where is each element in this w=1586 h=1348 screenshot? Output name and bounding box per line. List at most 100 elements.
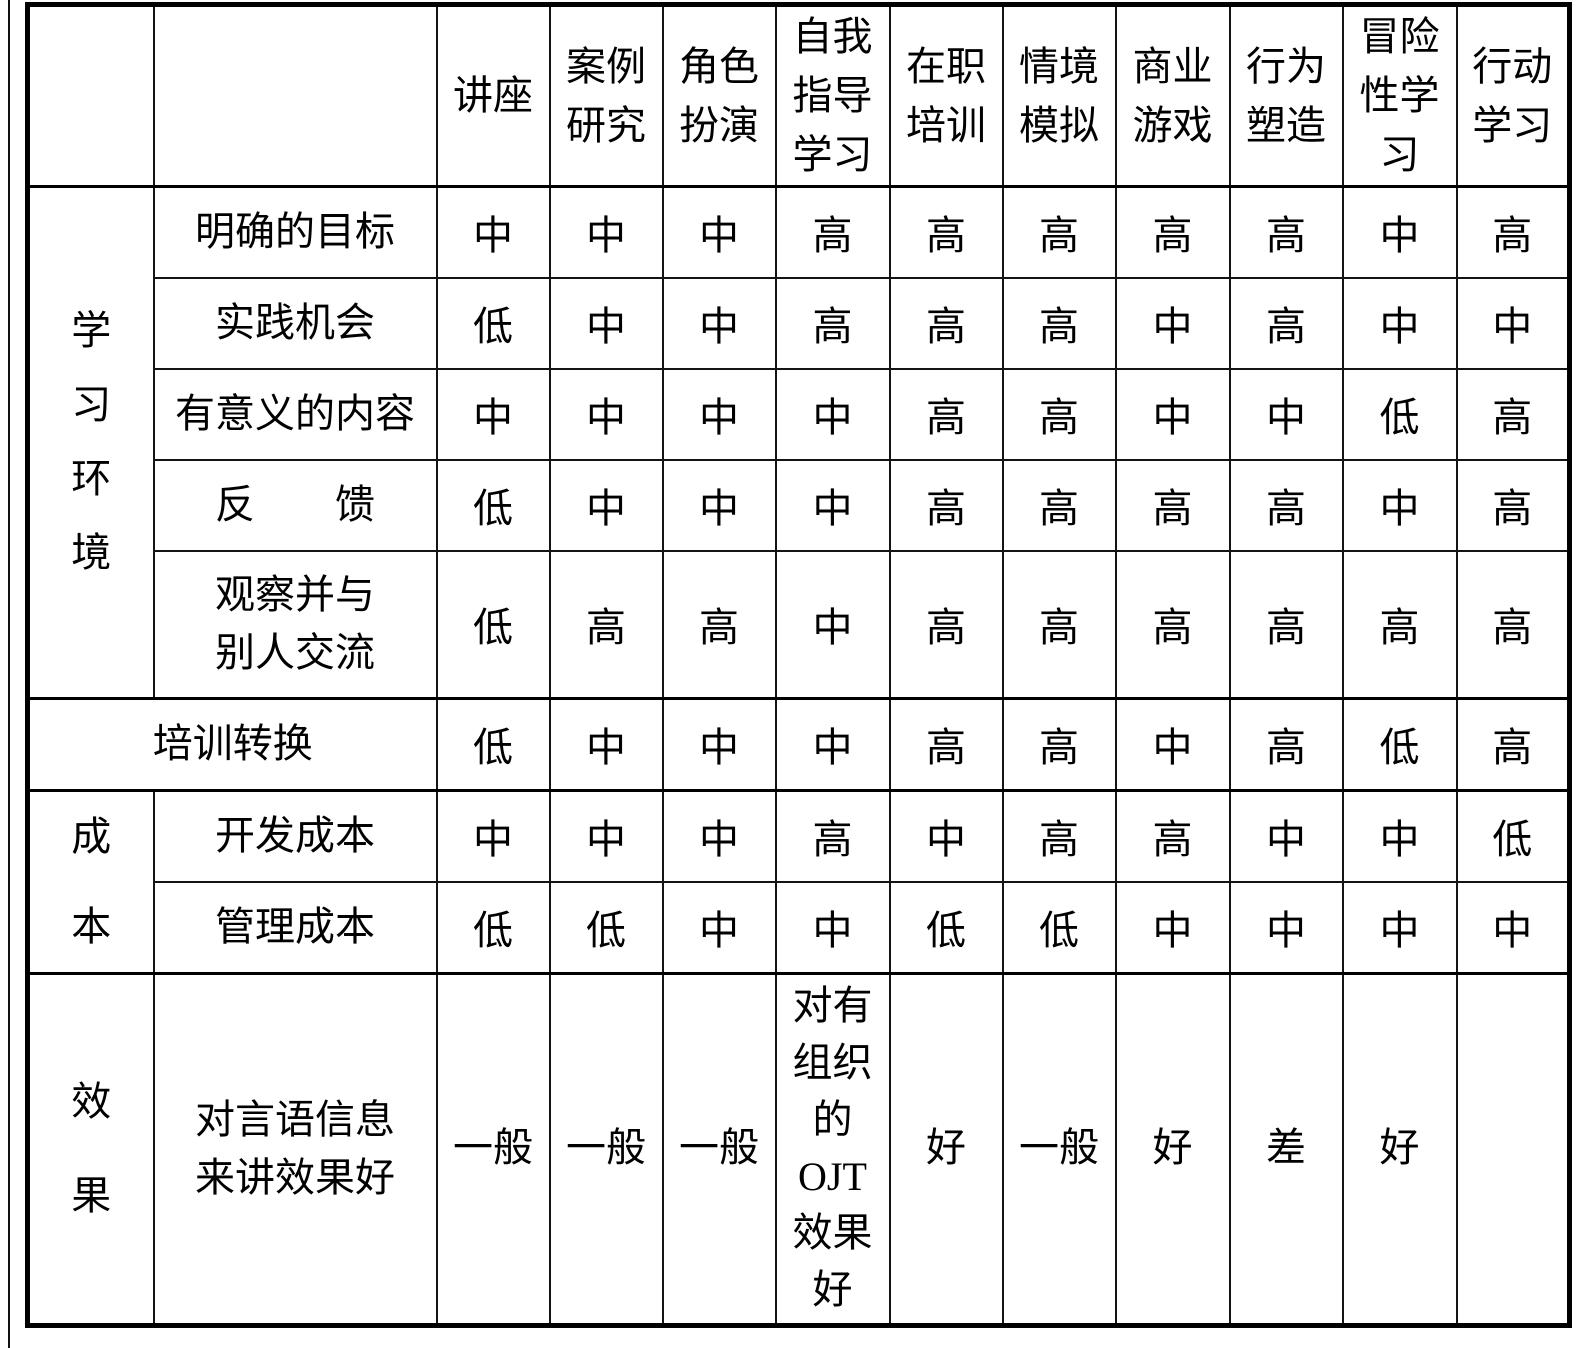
table-cell: 高 [888,184,1004,279]
table-cell: 中 [1341,184,1458,279]
table-cell: 高 [888,549,1004,700]
table-cell: 高 [1114,549,1231,700]
page-edge-line [8,0,10,1348]
table-cell: 高 [888,458,1004,552]
column-header-self-directed: 自我 指导 学习 [774,3,891,188]
row-label-clear-goal: 明确的目标 [152,184,438,279]
table-cell: 低 [1341,696,1458,792]
table-cell: 低 [435,880,551,975]
table-cell: 中 [661,788,777,883]
table-cell: 高 [1114,184,1231,279]
row-label-verbal-information: 对言语信息 来讲效果好 [152,971,438,1327]
table-cell: 高 [1228,184,1344,279]
column-header-ojt: 在职 培训 [888,3,1004,188]
group-label-text: 效果 [71,1078,112,1218]
table-cell: 一般 [1001,971,1117,1327]
table-cell: 好 [1341,971,1458,1327]
table-cell: 高 [1455,696,1571,792]
table-row: 实践机会 低 中 中 高 高 高 中 高 中 中 [28,276,1571,370]
table-cell: 高 [1228,696,1344,792]
table-cell: 中 [1114,367,1231,461]
table-cell: 高 [888,696,1004,792]
header-row: 讲座 案例 研究 角色 扮演 自我 指导 学习 在职 培训 情境 模拟 商业 游… [26,3,1571,188]
table-cell: 中 [548,367,664,461]
table-cell: 中 [661,696,777,792]
table-row: 反 馈 低 中 中 中 高 高 高 高 中 高 [28,458,1571,552]
table-cell: 中 [1455,880,1571,975]
table-cell: 中 [1114,276,1231,370]
group-label-effect: 效果 [26,971,155,1327]
table-cell: 中 [661,880,777,975]
column-header-behavior-modeling: 行为 塑造 [1228,3,1344,188]
table-cell: 高 [1228,276,1344,370]
table-cell: 高 [1455,184,1571,279]
column-header-business-game: 商业 游戏 [1114,3,1231,188]
table-cell: 中 [548,276,664,370]
table-cell: 高 [1001,788,1117,883]
table-cell: 高 [1114,788,1231,883]
table-cell: 高 [888,367,1004,461]
group-label-text: 成本 [71,813,112,949]
table-cell: 低 [888,880,1004,975]
table-row: 有意义的内容 中 中 中 中 高 高 中 中 低 高 [28,367,1571,461]
table-cell: 中 [435,184,551,279]
table-row: 培训转换 低 中 中 中 高 高 中 高 低 高 [26,696,1571,792]
table-cell: 高 [661,549,777,700]
table-cell: 差 [1228,971,1344,1327]
table-cell: 中 [774,696,891,792]
table-cell: 高 [774,184,891,279]
training-methods-comparison-table: 讲座 案例 研究 角色 扮演 自我 指导 学习 在职 培训 情境 模拟 商业 游… [25,2,1572,1328]
table-cell: 中 [1114,696,1231,792]
table-cell: 中 [774,367,891,461]
table-cell: 一般 [548,971,664,1327]
table-cell: 中 [1114,880,1231,975]
group-label-cost: 成本 [26,788,155,975]
row-label-management-cost: 管理成本 [152,880,438,975]
table-row: 观察并与 别人交流 低 高 高 中 高 高 高 高 高 高 [28,549,1571,700]
table-cell: 好 [1114,971,1231,1327]
table-cell: 高 [774,276,891,370]
table-cell: 高 [1001,184,1117,279]
row-label-feedback: 反 馈 [152,458,438,552]
table-cell: 中 [661,184,777,279]
column-header-simulation: 情境 模拟 [1001,3,1117,188]
table-cell: 中 [661,276,777,370]
corner-cell-criteria [152,3,438,188]
table-cell: 中 [1341,880,1458,975]
table-cell: 高 [548,549,664,700]
column-header-role-play: 角色 扮演 [661,3,777,188]
row-label-training-transfer: 培训转换 [26,696,438,792]
table-cell: 高 [1228,549,1344,700]
table-cell: 高 [774,788,891,883]
table-cell: 低 [548,880,664,975]
table-cell: 中 [435,788,551,883]
table-cell: 高 [1001,549,1117,700]
column-header-lecture: 讲座 [435,3,551,188]
table-cell: 中 [1341,458,1458,552]
table-cell: 高 [1001,276,1117,370]
table-cell: 高 [888,276,1004,370]
table-cell: 低 [1455,788,1571,883]
row-label-observe-communicate: 观察并与 别人交流 [152,549,438,700]
table-cell: 高 [1001,696,1117,792]
table-cell: 中 [548,788,664,883]
table-cell: 中 [774,549,891,700]
table-cell: 中 [1341,788,1458,883]
table-cell: 中 [774,880,891,975]
table-cell [1455,971,1571,1327]
table-cell: 高 [1001,458,1117,552]
group-label-text: 学习环境 [71,308,112,576]
table-cell: 高 [1455,549,1571,700]
table-cell: 高 [1114,458,1231,552]
table-cell: 好 [888,971,1004,1327]
table-cell: 对有 组织 的 OJT 效果 好 [774,971,891,1327]
table-cell: 低 [435,458,551,552]
table-cell: 高 [1455,458,1571,552]
table-row: 成本 开发成本 中 中 中 高 中 高 高 中 中 低 [26,788,1571,975]
column-header-action-learning: 行动 学习 [1455,3,1571,188]
table-cell: 高 [1228,458,1344,552]
table-cell: 中 [435,367,551,461]
table-cell: 中 [1228,880,1344,975]
table-cell: 中 [1341,276,1458,370]
